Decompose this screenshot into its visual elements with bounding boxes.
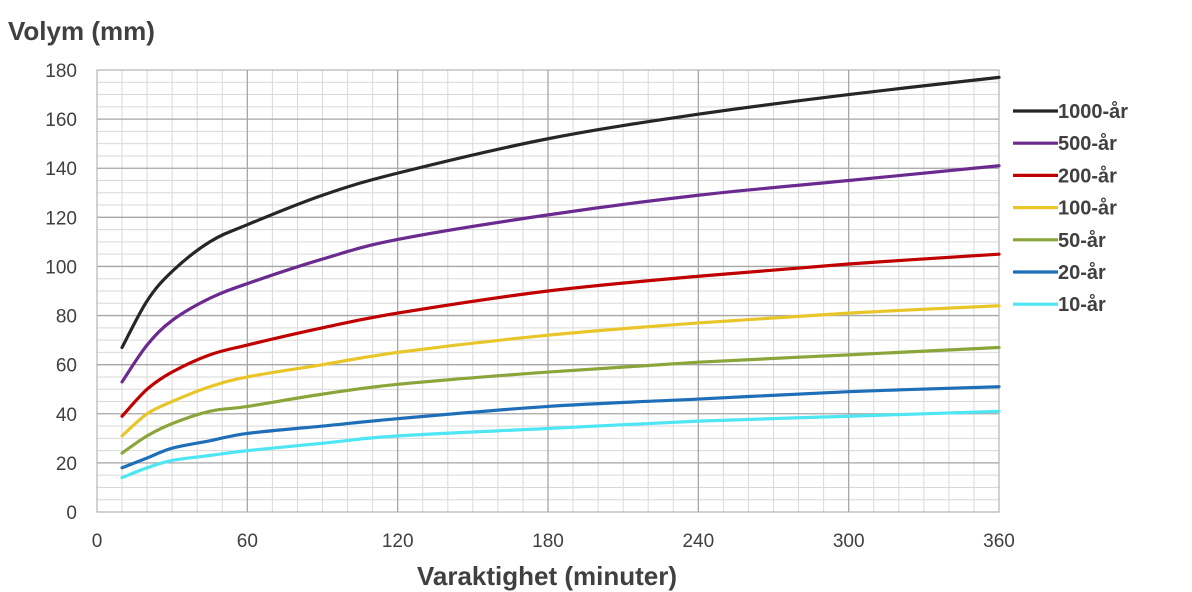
legend: 1000-år 500-år 200-år 100-år 50-år 20-år 10-år [1013,100,1128,316]
series-line-10-år [120,409,1001,480]
legend-item: 50-år [1013,229,1106,252]
series-line-200-år [120,252,1001,418]
legend-label: 500-år [1058,132,1117,155]
x-tick-label: 300 [833,531,865,552]
x-tick-label: 360 [983,531,1015,552]
legend-item: 500-år [1013,132,1117,155]
y-tick-label: 20 [56,454,77,475]
y-tick-label: 180 [45,61,77,82]
x-tick-label: 180 [532,531,564,552]
x-tick-label: 120 [382,531,414,552]
legend-item: 20-år [1013,261,1106,284]
legend-label: 100-år [1058,197,1117,220]
series-line-100-år [120,304,1001,438]
y-tick-label: 0 [66,503,77,524]
legend-label: 50-år [1058,229,1106,252]
series-line-50-år [120,345,1001,455]
legend-label: 10-år [1058,293,1106,316]
y-tick-label: 160 [45,110,77,131]
legend-item: 10-år [1013,293,1106,316]
y-axis-tick-labels: 0 20 40 60 80 100 120 140 160 180 [45,61,77,524]
legend-label: 20-år [1058,261,1106,284]
series-line-1000-år [120,75,1001,350]
legend-item: 100-år [1013,197,1117,220]
legend-label: 200-år [1058,164,1117,187]
series-line-20-år [120,385,1001,470]
x-axis-label: Varaktighet (minuter) [417,561,677,591]
x-tick-label: 60 [237,531,258,552]
legend-item: 200-år [1013,164,1117,187]
x-tick-label: 240 [682,531,714,552]
y-tick-label: 140 [45,159,77,180]
y-tick-label: 120 [45,208,77,229]
y-tick-label: 40 [56,405,77,426]
legend-item: 1000-år [1013,100,1128,123]
x-axis-tick-labels: 0 60 120 180 240 300 360 [92,531,1015,552]
y-tick-label: 60 [56,356,77,377]
y-tick-label: 100 [45,257,77,278]
series-lines [120,75,1001,480]
major-gridlines [97,70,999,512]
y-tick-label: 80 [56,307,77,328]
plot-area-border [96,69,1000,513]
x-tick-label: 0 [92,531,103,552]
y-axis-label: Volym (mm) [8,16,155,46]
legend-label: 1000-år [1058,100,1128,123]
series-line-500-år [120,164,1001,384]
